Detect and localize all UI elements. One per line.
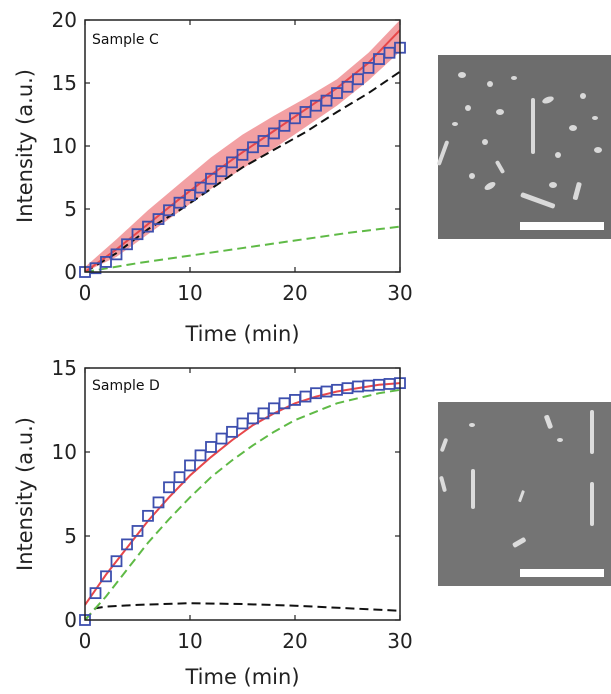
- scale-bar: [520, 222, 604, 230]
- data-point: [184, 459, 196, 472]
- x-axis-label: Time (min): [184, 665, 299, 689]
- data-point: [257, 135, 270, 147]
- data-point: [247, 412, 259, 425]
- sem-image-sample-c: [437, 55, 611, 239]
- y-tick-label: 0: [64, 260, 77, 284]
- data-point: [278, 119, 291, 132]
- chart-sample-d: 0 10 20 30 0 5 10 15 Sample D Time (min) Intens…: [13, 356, 413, 689]
- data-point: [110, 248, 123, 261]
- y-tick-label: 5: [64, 524, 77, 548]
- dashed-component-line: [85, 225, 400, 272]
- data-point: [205, 172, 217, 185]
- data-point: [89, 587, 102, 600]
- plot-frame: [84, 367, 401, 621]
- data-point: [142, 509, 154, 522]
- data-point: [236, 148, 249, 161]
- data-point: [100, 570, 112, 583]
- data-point: [320, 94, 333, 107]
- data-point: [362, 61, 375, 74]
- x-tick-label: 0: [79, 629, 92, 653]
- data-point: [352, 380, 364, 393]
- data-point: [215, 432, 228, 445]
- data-point: [163, 204, 175, 217]
- x-tick-label: 30: [387, 629, 412, 653]
- data-point: [194, 181, 207, 194]
- data-point: [89, 262, 102, 275]
- dashed-component-line: [85, 602, 400, 620]
- data-point: [226, 156, 238, 169]
- data-point: [131, 228, 144, 241]
- x-tick-label: 0: [79, 281, 92, 305]
- nanowire-particles: [437, 72, 602, 209]
- y-axis-label: Intensity (a.u.): [13, 417, 37, 571]
- data-point: [373, 53, 385, 65]
- data-point: [121, 238, 133, 251]
- data-point: [152, 213, 165, 225]
- data-point: [299, 106, 312, 118]
- fit-line: [85, 382, 400, 606]
- data-point: [131, 525, 144, 537]
- data-point: [184, 189, 196, 202]
- data-point: [163, 481, 175, 494]
- data-point: [205, 441, 217, 453]
- data-point: [173, 471, 186, 484]
- data-point: [110, 555, 123, 568]
- sample-label: Sample D: [92, 378, 160, 394]
- data-point: [268, 127, 280, 140]
- data-point: [215, 165, 228, 178]
- x-tick-label: 10: [177, 281, 202, 305]
- y-axis-label: Intensity (a.u.): [13, 69, 37, 223]
- y-tick-label: 20: [52, 8, 77, 32]
- data-point: [341, 80, 354, 93]
- fit-line: [85, 29, 400, 272]
- x-tick-label: 20: [282, 281, 307, 305]
- chart-sample-c: 0 10 20 30 0 5 10 15 20 Sample C Time (min) Inte…: [13, 8, 413, 346]
- dashed-component-line: [85, 388, 400, 620]
- data-point: [194, 449, 207, 462]
- data-point: [121, 538, 133, 551]
- x-tick-label: 10: [177, 629, 202, 653]
- data-point: [226, 425, 238, 438]
- data-point: [152, 496, 165, 509]
- scale-bar: [520, 569, 604, 577]
- y-tick-label: 15: [52, 356, 77, 380]
- y-tick-label: 15: [52, 71, 77, 95]
- sem-image-sample-d: [438, 402, 611, 586]
- data-point: [352, 73, 364, 86]
- y-tick-label: 0: [64, 608, 77, 632]
- data-point: [289, 112, 301, 125]
- data-point: [173, 196, 186, 209]
- data-point: [236, 417, 249, 430]
- y-tick-label: 10: [52, 134, 77, 158]
- data-point: [142, 220, 154, 233]
- nanowire-particles: [439, 410, 594, 548]
- data-point: [341, 382, 354, 395]
- data-point: [331, 87, 343, 99]
- x-axis-label: Time (min): [184, 322, 299, 346]
- data-point: [100, 256, 112, 268]
- y-tick-label: 5: [64, 197, 77, 221]
- sample-label: Sample C: [92, 32, 159, 48]
- dashed-component-line: [85, 70, 400, 272]
- data-point: [247, 141, 259, 154]
- x-tick-label: 30: [387, 281, 412, 305]
- x-tick-label: 20: [282, 629, 307, 653]
- y-tick-label: 10: [52, 440, 77, 464]
